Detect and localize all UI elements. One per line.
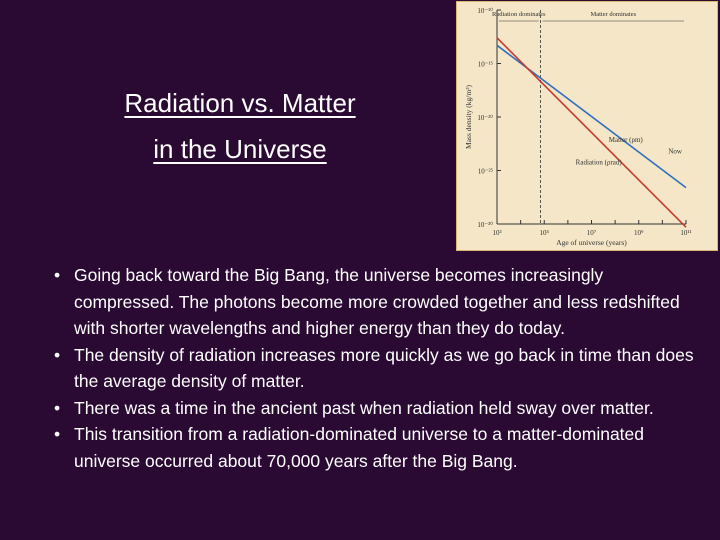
x-tick-label: 10⁹ (634, 229, 644, 237)
x-tick-label: 10⁵ (540, 229, 550, 237)
y-axis-title: Mass density (kg/m³) (464, 85, 473, 149)
region-label-radiation: Radiation dominates (492, 11, 546, 18)
density-chart-svg: 10³ 10⁵ 10⁷ 10⁹ 10¹¹ 10⁻¹⁰ 10⁻¹⁵ 10⁻²⁰ 10⁻²⁵ 10⁻³… (464, 7, 692, 247)
x-tick-label: 10⁷ (587, 229, 597, 237)
bullet-item: There was a time in the ancient past whe… (52, 395, 704, 422)
y-tick-label: 10⁻²⁰ (477, 114, 493, 122)
x-tick-label: 10¹¹ (680, 229, 691, 237)
radiation-series-label: Radiation (ρrad) (576, 159, 623, 167)
x-axis-title: Age of universe (years) (556, 238, 627, 247)
title-line-2: in the Universe (153, 134, 327, 164)
bullet-list: Going back toward the Big Bang, the univ… (52, 262, 704, 474)
y-tick-label: 10⁻²⁵ (478, 168, 494, 176)
now-label: Now (668, 147, 683, 155)
density-chart: 10³ 10⁵ 10⁷ 10⁹ 10¹¹ 10⁻¹⁰ 10⁻¹⁵ 10⁻²⁰ 10⁻²⁵ 10⁻³… (456, 1, 718, 251)
y-tick-label: 10⁻³⁰ (477, 221, 493, 229)
y-tick-label: 10⁻¹⁵ (478, 61, 494, 69)
slide-title: Radiation vs. Matter in the Universe (90, 80, 390, 172)
y-tick-label: 10⁻¹⁰ (477, 7, 493, 15)
region-label-matter: Matter dominates (590, 11, 636, 18)
title-line-1: Radiation vs. Matter (124, 88, 356, 118)
bullet-item: The density of radiation increases more … (52, 342, 704, 395)
x-tick-label: 10³ (492, 229, 501, 237)
radiation-density-line (496, 37, 687, 228)
bullet-item: This transition from a radiation-dominat… (52, 421, 704, 474)
matter-series-label: Matter (ρm) (609, 136, 644, 144)
bullet-item: Going back toward the Big Bang, the univ… (52, 262, 704, 342)
